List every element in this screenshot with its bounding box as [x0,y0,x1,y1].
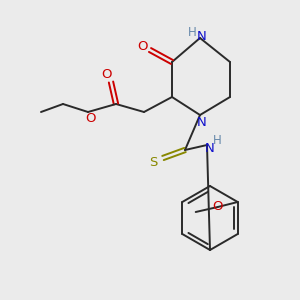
Text: H: H [188,26,196,40]
Text: N: N [205,142,215,154]
Text: H: H [213,134,221,146]
Text: O: O [137,40,147,53]
Text: O: O [212,200,223,214]
Text: O: O [102,68,112,80]
Text: N: N [197,116,207,130]
Text: S: S [149,155,157,169]
Text: O: O [85,112,95,125]
Text: N: N [197,29,207,43]
